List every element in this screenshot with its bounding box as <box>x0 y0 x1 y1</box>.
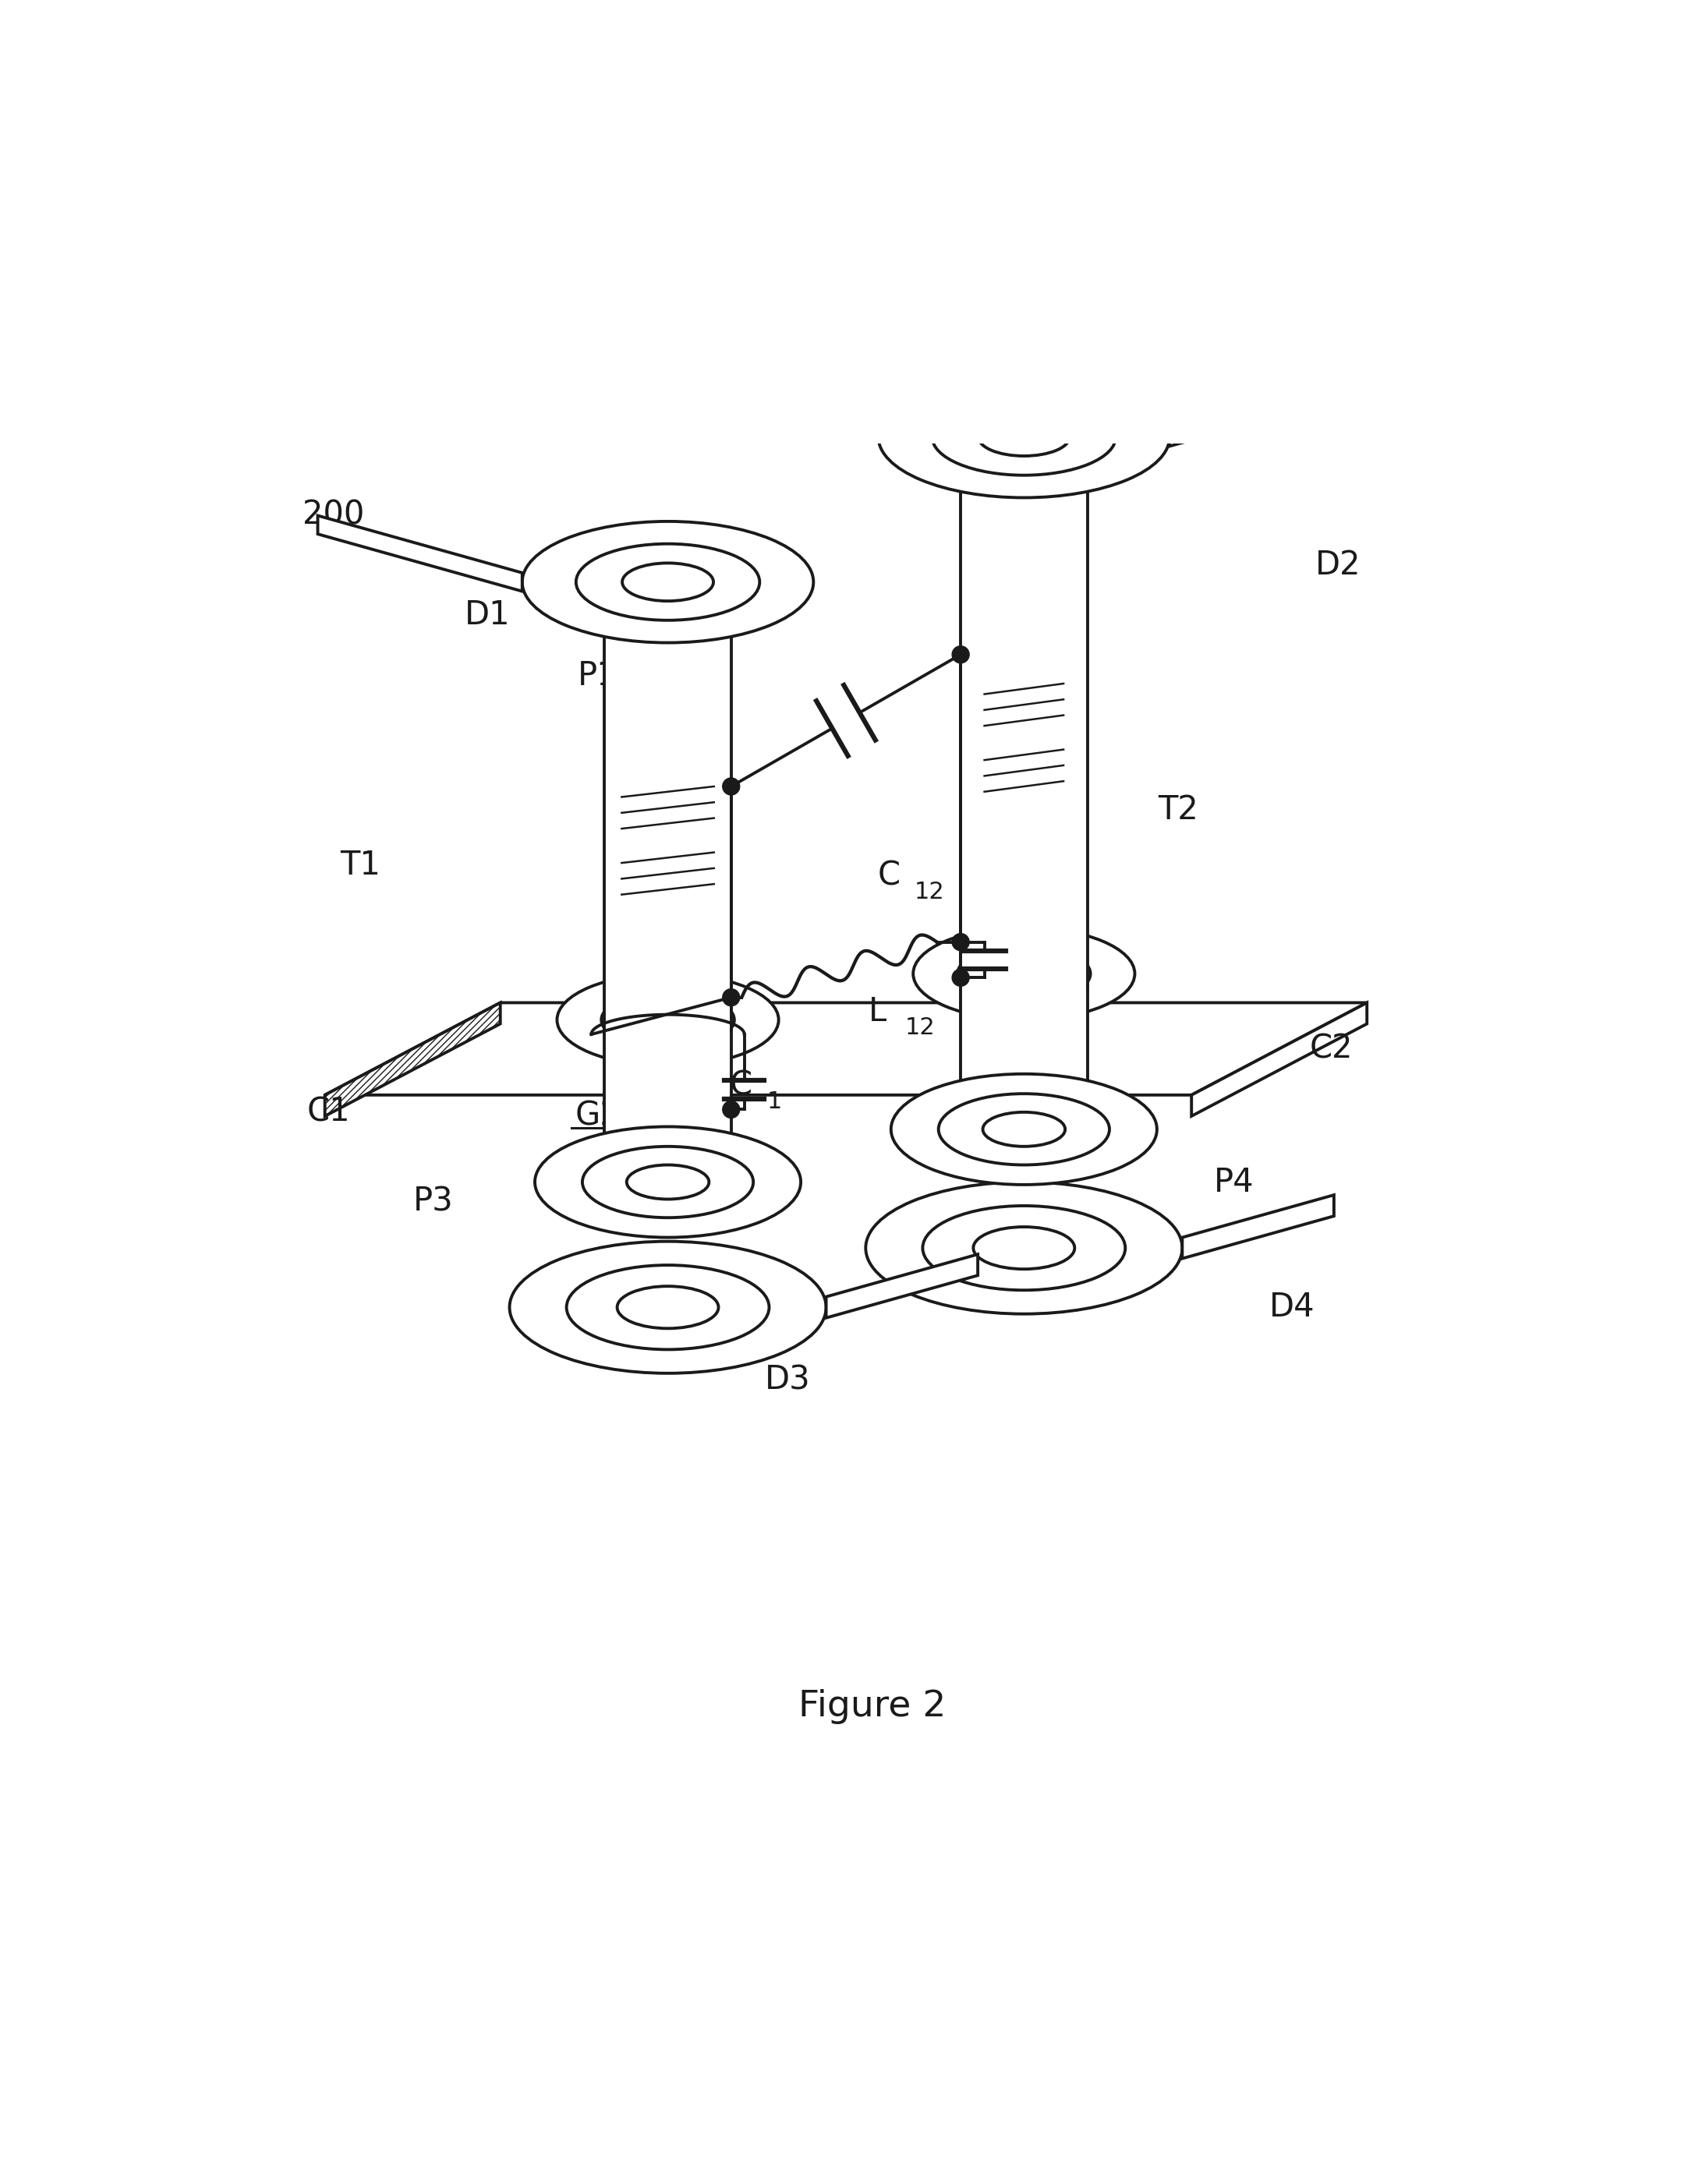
Text: 1: 1 <box>768 1090 781 1114</box>
Ellipse shape <box>618 1286 718 1328</box>
Ellipse shape <box>582 1147 754 1219</box>
Polygon shape <box>825 1254 977 1317</box>
Polygon shape <box>1183 1195 1334 1258</box>
Circle shape <box>951 646 968 664</box>
Ellipse shape <box>626 1164 710 1199</box>
Text: 200: 200 <box>303 498 364 531</box>
Circle shape <box>951 970 968 987</box>
Ellipse shape <box>892 1075 1157 1184</box>
Polygon shape <box>325 1002 500 1116</box>
Polygon shape <box>1191 1002 1367 1116</box>
Text: D4: D4 <box>1270 1291 1314 1324</box>
Ellipse shape <box>567 1265 769 1350</box>
Text: 2: 2 <box>1074 970 1089 994</box>
Ellipse shape <box>523 522 814 642</box>
Text: D2: D2 <box>1316 548 1360 581</box>
Circle shape <box>723 989 740 1007</box>
Ellipse shape <box>604 555 732 609</box>
Polygon shape <box>1169 373 1362 446</box>
Text: L: L <box>868 996 887 1029</box>
Ellipse shape <box>974 1227 1074 1269</box>
Text: C: C <box>1037 950 1060 983</box>
Text: P1: P1 <box>577 660 618 692</box>
Text: 12: 12 <box>914 880 945 904</box>
Ellipse shape <box>982 1112 1065 1147</box>
Text: C1: C1 <box>306 1096 351 1129</box>
Text: C2: C2 <box>1309 1033 1353 1066</box>
Text: P2: P2 <box>1026 563 1067 596</box>
Text: C: C <box>878 860 900 893</box>
Ellipse shape <box>623 563 713 601</box>
Text: P4: P4 <box>1214 1166 1254 1199</box>
Ellipse shape <box>958 946 1091 1002</box>
Ellipse shape <box>557 974 778 1066</box>
Ellipse shape <box>979 417 1069 456</box>
Polygon shape <box>604 583 732 1182</box>
Text: G2: G2 <box>575 1101 621 1133</box>
Ellipse shape <box>601 992 734 1048</box>
Ellipse shape <box>933 400 1117 476</box>
Text: P3: P3 <box>414 1186 453 1219</box>
Polygon shape <box>960 437 1088 1129</box>
Ellipse shape <box>866 1182 1183 1315</box>
Ellipse shape <box>534 1127 800 1238</box>
Text: T1: T1 <box>340 850 381 882</box>
Polygon shape <box>318 515 523 592</box>
Circle shape <box>951 933 968 950</box>
Ellipse shape <box>938 1094 1110 1164</box>
Ellipse shape <box>960 411 1088 463</box>
Polygon shape <box>325 1002 1367 1094</box>
Text: D3: D3 <box>764 1363 810 1396</box>
Circle shape <box>723 778 740 795</box>
Text: C: C <box>730 1070 752 1103</box>
Ellipse shape <box>914 928 1135 1020</box>
Ellipse shape <box>922 1206 1125 1291</box>
Text: 12: 12 <box>905 1016 936 1040</box>
Text: T2: T2 <box>1157 793 1198 826</box>
Ellipse shape <box>878 376 1169 498</box>
Circle shape <box>723 1101 740 1118</box>
Ellipse shape <box>509 1241 825 1374</box>
Ellipse shape <box>575 544 759 620</box>
Text: D1: D1 <box>465 598 511 631</box>
Text: Figure 2: Figure 2 <box>798 1690 946 1725</box>
